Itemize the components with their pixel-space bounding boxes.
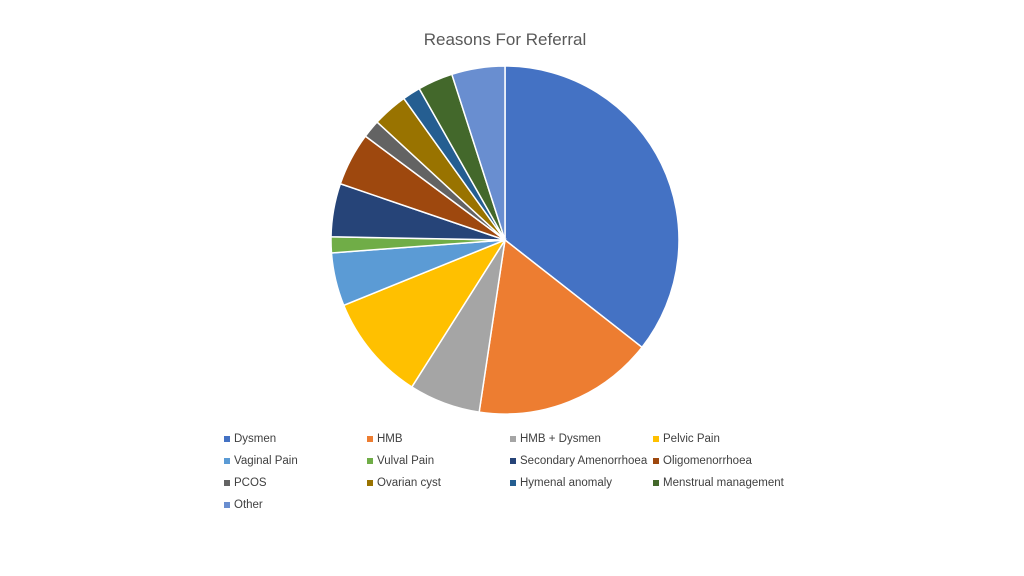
legend-swatch: [224, 436, 230, 442]
pie-slice-dysmen: [504, 65, 680, 349]
legend-item: Hymenal anomaly: [510, 472, 653, 494]
legend-swatch: [510, 436, 516, 442]
legend-label: Menstrual management: [663, 477, 784, 489]
legend-swatch: [653, 458, 659, 464]
legend-label: PCOS: [234, 477, 267, 489]
legend-item: Ovarian cyst: [367, 472, 510, 494]
legend-label: HMB: [377, 433, 403, 445]
legend-item: Other: [224, 494, 367, 516]
legend: Dysmen HMB HMB + Dysmen Pelvic Pain Vaginal …: [224, 428, 824, 516]
chart-title: Reasons For Referral: [423, 30, 587, 49]
legend-label: Pelvic Pain: [663, 433, 720, 445]
legend-label: Oligomenorrhoea: [663, 455, 752, 467]
legend-item: Vaginal Pain: [224, 450, 367, 472]
legend-swatch: [224, 502, 230, 508]
legend-swatch: [367, 436, 373, 442]
legend-item: Secondary Amenorrhoea: [510, 450, 653, 472]
legend-swatch: [224, 458, 230, 464]
legend-item: Menstrual management: [653, 472, 813, 494]
legend-label: Other: [234, 499, 263, 511]
legend-item: Pelvic Pain: [653, 428, 813, 450]
pie-slice-other: [450, 65, 506, 241]
legend-label: HMB + Dysmen: [520, 433, 601, 445]
legend-label: Secondary Amenorrhoea: [520, 455, 648, 467]
legend-label: Ovarian cyst: [377, 477, 441, 489]
legend-swatch: [510, 458, 516, 464]
pie-slices: [330, 65, 680, 415]
legend-label: Vaginal Pain: [234, 455, 298, 467]
legend-item: Vulval Pain: [367, 450, 510, 472]
pie-slice-pelvic-pain: [342, 238, 507, 388]
legend-swatch: [653, 436, 659, 442]
legend-label: Vulval Pain: [377, 455, 435, 467]
legend-swatch: [367, 458, 373, 464]
legend-item: Dysmen: [224, 428, 367, 450]
legend-swatch: [224, 480, 230, 486]
legend-item: Oligomenorrhoea: [653, 450, 813, 472]
legend-item: HMB + Dysmen: [510, 428, 653, 450]
legend-item: PCOS: [224, 472, 367, 494]
legend-label: Dysmen: [234, 433, 277, 445]
legend-item: HMB: [367, 428, 510, 450]
pie-slice-hmb: [478, 238, 644, 415]
legend-label: Hymenal anomaly: [520, 477, 613, 489]
legend-swatch: [367, 480, 373, 486]
legend-swatch: [653, 480, 659, 486]
legend-swatch: [510, 480, 516, 486]
